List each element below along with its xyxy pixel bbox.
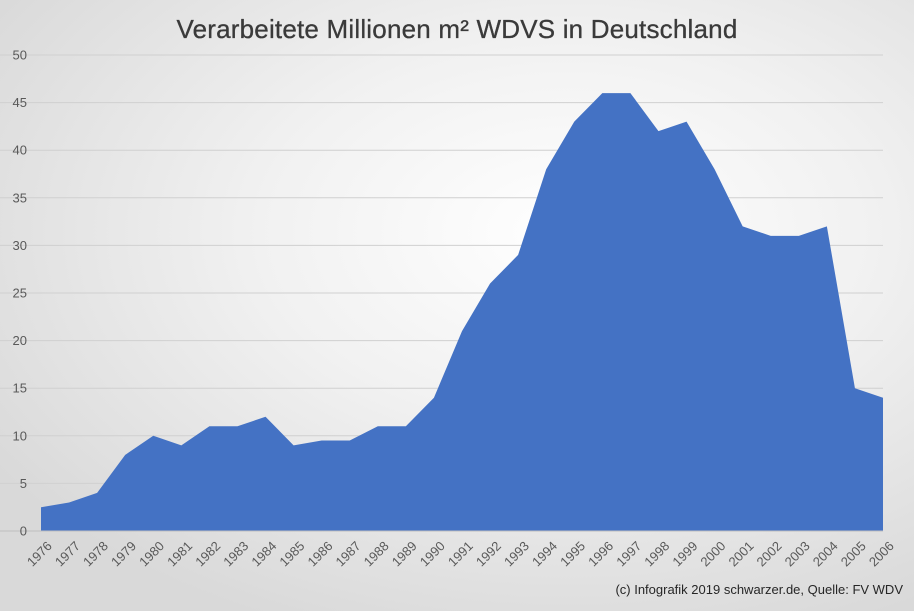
- x-tick-label-2004: 2004: [810, 538, 841, 569]
- area-series: [41, 93, 883, 531]
- y-tick-label-15: 15: [13, 381, 27, 396]
- x-tick-label-1984: 1984: [248, 538, 279, 569]
- x-tick-label-2005: 2005: [838, 538, 869, 569]
- y-tick-label-5: 5: [20, 476, 27, 491]
- x-tick-label-1977: 1977: [52, 538, 83, 569]
- x-axis-tick-labels: 1976197719781979198019811982198319841985…: [24, 538, 897, 569]
- y-tick-label-10: 10: [13, 428, 27, 443]
- x-tick-label-1995: 1995: [557, 538, 588, 569]
- x-tick-label-1983: 1983: [220, 538, 251, 569]
- source-credit: (c) Infografik 2019 schwarzer.de, Quelle…: [615, 582, 903, 597]
- data-area: [41, 93, 883, 531]
- x-tick-label-1993: 1993: [501, 538, 532, 569]
- x-tick-label-1979: 1979: [108, 538, 139, 569]
- x-tick-label-1989: 1989: [389, 538, 420, 569]
- x-tick-label-1992: 1992: [473, 538, 504, 569]
- y-tick-label-50: 50: [13, 48, 27, 63]
- y-tick-label-35: 35: [13, 190, 27, 205]
- x-tick-label-1985: 1985: [276, 538, 307, 569]
- x-tick-label-2002: 2002: [754, 538, 785, 569]
- x-tick-label-1987: 1987: [333, 538, 364, 569]
- y-tick-label-25: 25: [13, 286, 27, 301]
- x-tick-label-1980: 1980: [136, 538, 167, 569]
- y-tick-label-45: 45: [13, 95, 27, 110]
- x-tick-label-1997: 1997: [613, 538, 644, 569]
- x-tick-label-1999: 1999: [669, 538, 700, 569]
- x-tick-label-1982: 1982: [192, 538, 223, 569]
- y-tick-label-0: 0: [20, 524, 27, 539]
- x-tick-label-1981: 1981: [164, 538, 195, 569]
- x-tick-label-2001: 2001: [726, 538, 757, 569]
- x-tick-label-2003: 2003: [782, 538, 813, 569]
- x-tick-label-1978: 1978: [80, 538, 111, 569]
- x-tick-label-1991: 1991: [445, 538, 476, 569]
- x-tick-label-1990: 1990: [417, 538, 448, 569]
- x-tick-label-2006: 2006: [866, 538, 897, 569]
- x-tick-label-1976: 1976: [24, 538, 55, 569]
- y-axis-tick-labels: 0 5 10 15 20 25 30 35 40 45 50: [13, 48, 27, 539]
- x-tick-label-1998: 1998: [641, 538, 672, 569]
- x-tick-label-2000: 2000: [697, 538, 728, 569]
- x-tick-label-1988: 1988: [361, 538, 392, 569]
- chart-title: Verarbeitete Millionen m² WDVS in Deutsc…: [176, 14, 738, 44]
- y-tick-label-20: 20: [13, 333, 27, 348]
- x-tick-label-1986: 1986: [305, 538, 336, 569]
- x-tick-label-1994: 1994: [529, 538, 560, 569]
- y-tick-label-40: 40: [13, 143, 27, 158]
- y-tick-label-30: 30: [13, 238, 27, 253]
- x-tick-label-1996: 1996: [585, 538, 616, 569]
